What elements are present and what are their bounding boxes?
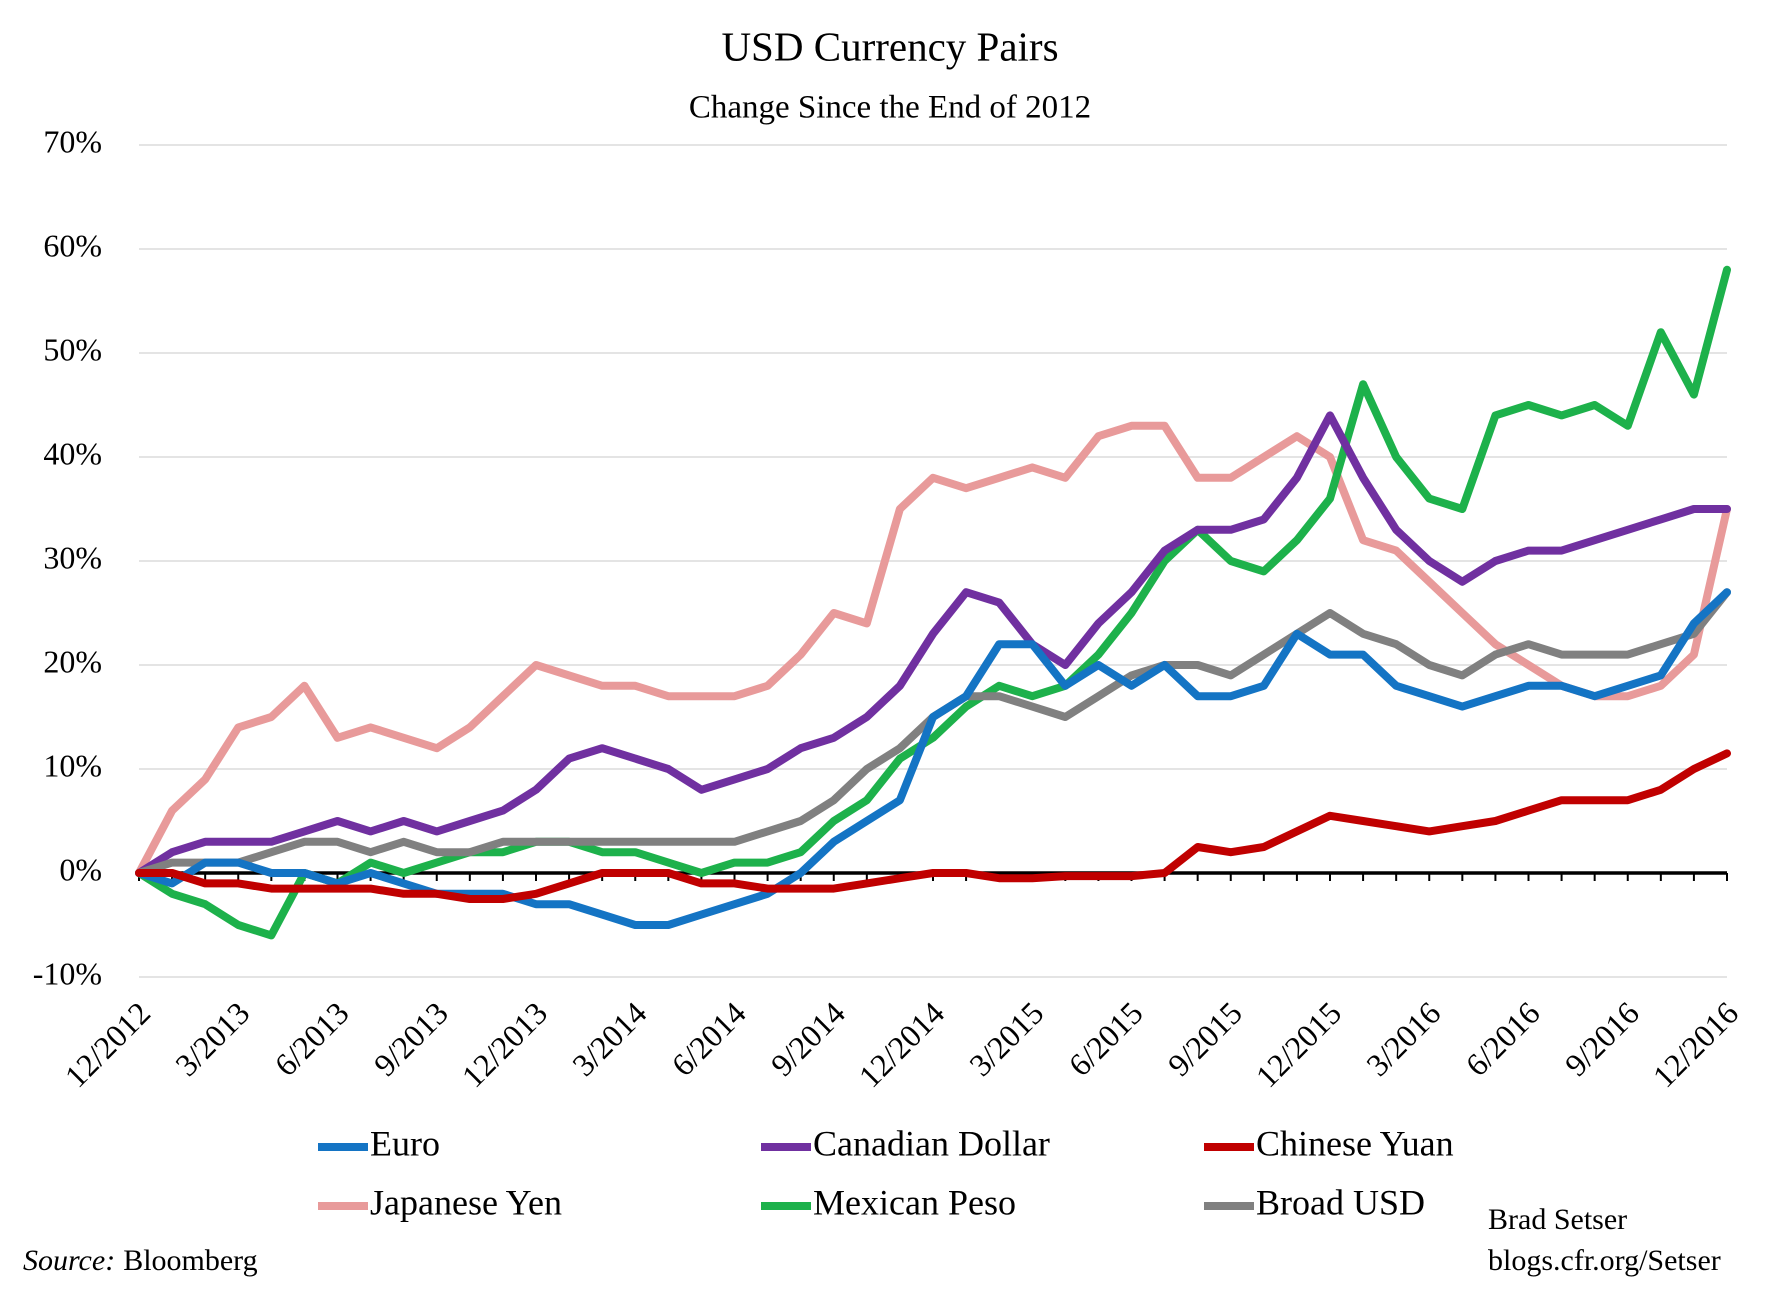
- x-tick-label: 12/2014: [852, 995, 952, 1095]
- x-tick-label: 12/2015: [1249, 995, 1349, 1095]
- legend-label: Canadian Dollar: [813, 1123, 1050, 1163]
- series-line: [135, 749, 1731, 903]
- x-tick-label: 12/2016: [1646, 995, 1746, 1095]
- y-tick-label: 0%: [59, 851, 102, 887]
- series-line: [135, 588, 1731, 929]
- x-tick-label: 3/2014: [565, 995, 653, 1083]
- source-line: Source: Bloomberg: [23, 1244, 258, 1277]
- x-tick-label: 9/2016: [1558, 995, 1646, 1083]
- y-tick-label: 10%: [43, 747, 102, 783]
- series-line: [135, 421, 1731, 877]
- y-tick-label: 50%: [43, 331, 102, 367]
- x-tick-label: 6/2015: [1061, 995, 1149, 1083]
- source-label: Source:: [23, 1244, 115, 1277]
- x-tick-label: 9/2013: [367, 995, 455, 1083]
- series-line: [135, 411, 1731, 877]
- y-tick-label: 30%: [43, 539, 102, 575]
- axis-labels: -10% 0% 10% 20% 30% 40% 50% 60% 70% 12/2012 3/2013…: [33, 123, 1745, 1094]
- x-tick-label: 6/2013: [267, 995, 355, 1083]
- legend-label: Chinese Yuan: [1256, 1123, 1454, 1163]
- y-tick-label: 20%: [43, 643, 102, 679]
- y-tick-label: 60%: [43, 227, 102, 263]
- x-tick-label: 3/2013: [168, 995, 256, 1083]
- x-tick-label: 6/2014: [664, 995, 752, 1083]
- y-tick-label: -10%: [33, 955, 102, 991]
- chart-title: USD Currency Pairs: [721, 23, 1058, 69]
- legend-label: Euro: [370, 1123, 440, 1163]
- x-tick-label: 9/2014: [764, 995, 852, 1083]
- series-line: [135, 265, 1731, 940]
- source: Bloomberg: [123, 1244, 257, 1277]
- legend-label: Broad USD: [1256, 1182, 1425, 1222]
- x-tick-label: 6/2016: [1458, 995, 1546, 1083]
- x-tick-label: 3/2015: [962, 995, 1050, 1083]
- author: Brad Setser: [1488, 1203, 1627, 1236]
- x-tick-label: 3/2016: [1359, 995, 1447, 1083]
- legend-label: Mexican Peso: [813, 1182, 1016, 1222]
- x-tick-label: 12/2012: [58, 995, 158, 1095]
- y-tick-label: 70%: [43, 123, 102, 159]
- blog-url: blogs.cfr.org/Setser: [1488, 1244, 1721, 1277]
- plot-area: [135, 265, 1731, 940]
- chart-subtitle: Change Since the End of 2012: [689, 90, 1091, 126]
- x-tick-label: 12/2013: [455, 995, 555, 1095]
- x-tick-label: 9/2015: [1161, 995, 1249, 1083]
- y-tick-label: 40%: [43, 435, 102, 471]
- legend-label: Japanese Yen: [370, 1182, 562, 1222]
